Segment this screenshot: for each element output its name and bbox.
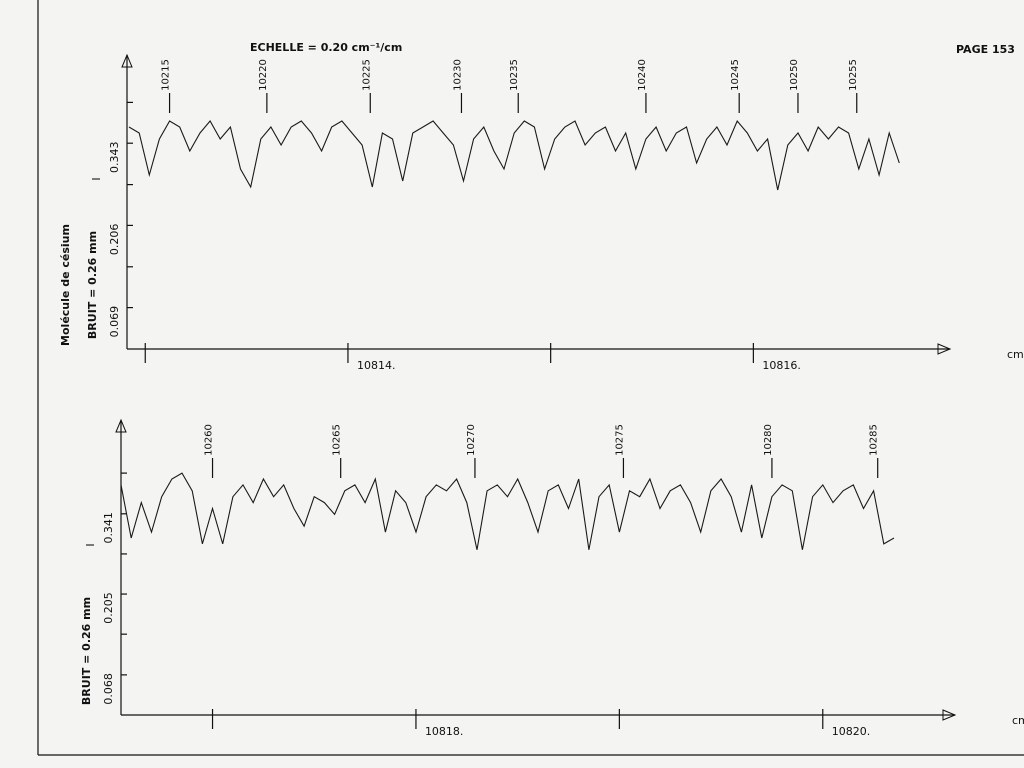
x-tick-label: 10820. [832,725,871,738]
y-tick-label: 0.068 [102,673,115,705]
noise-label: BRUIT = 0.26 mm [86,231,99,339]
line-number: 10275 [614,424,625,456]
y-tick-label: 0.341 [102,512,115,544]
x-unit: cm [1007,348,1024,361]
line-number: 10250 [789,59,800,91]
molecule-label: Molécule de césium [59,224,72,346]
line-number: 10215 [161,59,172,91]
x-tick-label: 10818. [425,725,464,738]
line-number: 10255 [848,59,859,91]
spectrum-line [128,119,900,191]
line-number: 10270 [466,424,477,456]
y-axis-arrow [121,53,133,68]
spectrum-line [120,472,895,550]
line-number: 10225 [361,59,372,91]
line-number: 10265 [332,424,343,456]
line-number: 10235 [509,59,520,91]
x-tick-label: 10816. [762,359,801,372]
y-axis-symbol: I [84,543,97,546]
page-number: PAGE 153 [956,43,1015,56]
line-number: 10285 [869,424,880,456]
line-number: 10245 [730,59,741,91]
y-tick-label: 0.343 [108,141,121,173]
y-tick-label: 0.205 [102,592,115,624]
x-axis-arrow [942,709,957,721]
y-tick-label: 0.206 [108,224,121,256]
line-number: 10260 [204,424,215,456]
noise-label: BRUIT = 0.26 mm [80,597,93,705]
x-unit: cm [1012,714,1024,727]
x-axis-arrow [937,343,952,355]
x-tick-label: 10814. [357,359,396,372]
line-number: 10280 [763,424,774,456]
y-axis-symbol: I [90,177,103,180]
line-number: 10240 [637,59,648,91]
scale-title: ECHELLE = 0.20 cm⁻¹/cm [250,41,402,54]
line-number: 10230 [452,59,463,91]
y-axis-arrow [115,418,127,433]
y-tick-label: 0.069 [108,306,121,338]
line-number: 10220 [258,59,269,91]
